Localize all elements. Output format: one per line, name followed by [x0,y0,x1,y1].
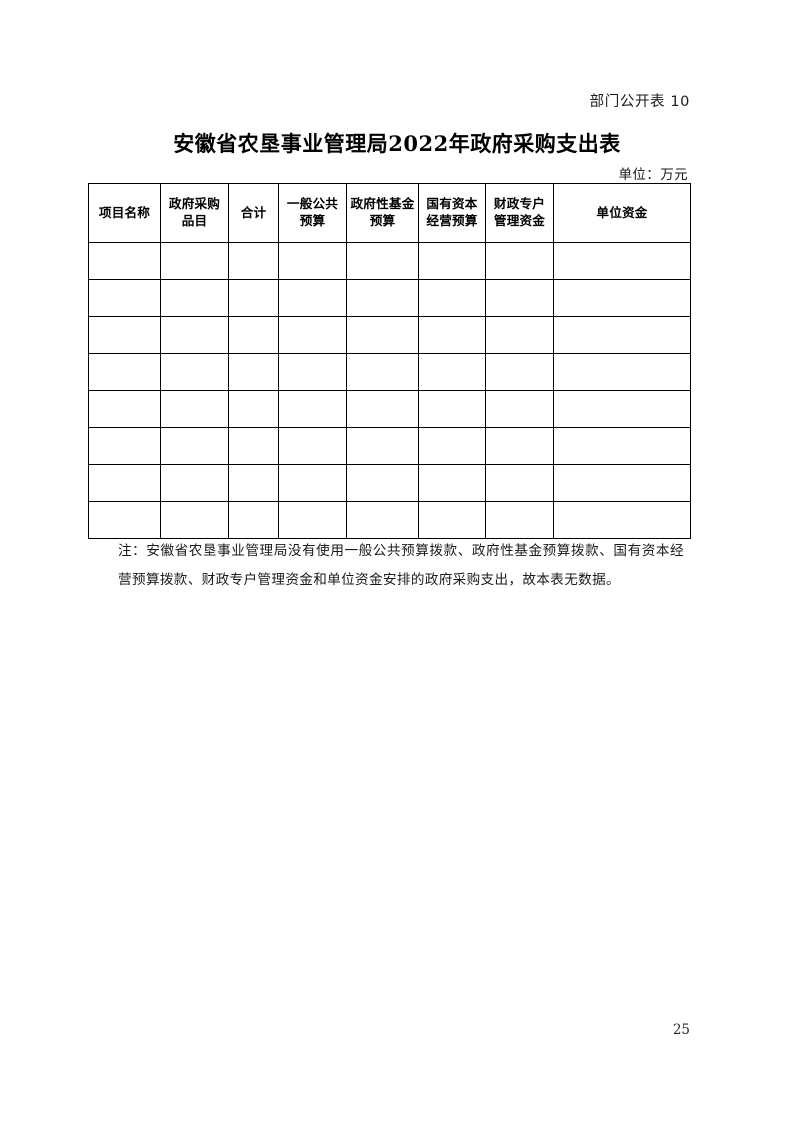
table-cell [88,242,161,280]
table-cell [553,464,691,502]
table-cell [278,353,347,391]
column-header-unit-funds: 单位资金 [553,183,691,243]
table-cell [228,353,279,391]
table-cell [278,501,347,539]
table-cell [418,242,486,280]
table-cell [418,464,486,502]
table-cell [418,316,486,354]
table-cell [228,390,279,428]
table-cell [160,501,229,539]
table-cell [160,464,229,502]
table-row [88,464,691,502]
table-cell [418,501,486,539]
document-header-label: 部门公开表 10 [589,94,690,110]
table-cell [346,501,419,539]
table-cell [485,427,554,465]
table-cell [278,427,347,465]
table-cell [88,279,161,317]
table-cell [346,242,419,280]
government-procurement-expenditure-table: 项目名称 政府采购品目 合计 一般公共预算 政府性基金预算 国有资本经营预算 财… [88,183,691,539]
page-title: 安徽省农垦事业管理局2022年政府采购支出表 [173,131,621,156]
column-header-government-fund-budget: 政府性基金预算 [346,183,419,243]
table-cell [228,427,279,465]
table-cell [485,390,554,428]
table-footnote: 注：安徽省农垦事业管理局没有使用一般公共预算拨款、政府性基金预算拨款、国有资本经… [118,543,684,588]
table-cell [346,427,419,465]
table-cell [88,427,161,465]
table-cell [88,316,161,354]
table-cell [418,279,486,317]
table-row [88,501,691,539]
table-row [88,427,691,465]
table-cell [346,464,419,502]
table-cell [553,427,691,465]
table-cell [485,353,554,391]
table-cell [160,353,229,391]
table-cell [485,279,554,317]
table-cell [553,390,691,428]
page-number: 25 [672,1022,690,1038]
table-cell [346,316,419,354]
table-cell [346,390,419,428]
table-cell [485,464,554,502]
table-cell [485,501,554,539]
table-cell [553,353,691,391]
table-cell [278,242,347,280]
table-cell [228,464,279,502]
table-cell [88,390,161,428]
table-row [88,242,691,280]
table-cell [228,279,279,317]
table-cell [88,501,161,539]
table-cell [160,427,229,465]
table-row [88,353,691,391]
table-header: 项目名称 政府采购品目 合计 一般公共预算 政府性基金预算 国有资本经营预算 财… [88,183,691,243]
table-cell [278,464,347,502]
table-header-row: 项目名称 政府采购品目 合计 一般公共预算 政府性基金预算 国有资本经营预算 财… [88,183,691,243]
table-cell [553,242,691,280]
table-cell [418,353,486,391]
table-cell [160,279,229,317]
table-row [88,316,691,354]
table-cell [346,353,419,391]
table-cell [553,501,691,539]
table-cell [278,279,347,317]
table-cell [418,390,486,428]
table-row [88,279,691,317]
table-cell [485,316,554,354]
column-header-state-capital-operation-budget: 国有资本经营预算 [418,183,486,243]
table-cell [160,316,229,354]
column-header-project-name: 项目名称 [88,183,161,243]
column-header-procurement-item: 政府采购品目 [160,183,229,243]
table-cell [228,501,279,539]
table-cell [228,316,279,354]
column-header-total: 合计 [228,183,279,243]
column-header-fiscal-special-account-funds: 财政专户管理资金 [485,183,554,243]
table-cell [278,390,347,428]
table-row [88,390,691,428]
table-cell [160,390,229,428]
unit-note: 单位：万元 [618,167,688,183]
table-cell [485,242,554,280]
table-cell [278,316,347,354]
table-cell [160,242,229,280]
table-cell [553,316,691,354]
table-cell [228,242,279,280]
table-cell [346,279,419,317]
table-cell [88,353,161,391]
table-cell [418,427,486,465]
table-body [88,242,691,539]
table-cell [88,464,161,502]
table-cell [553,279,691,317]
column-header-general-public-budget: 一般公共预算 [278,183,347,243]
